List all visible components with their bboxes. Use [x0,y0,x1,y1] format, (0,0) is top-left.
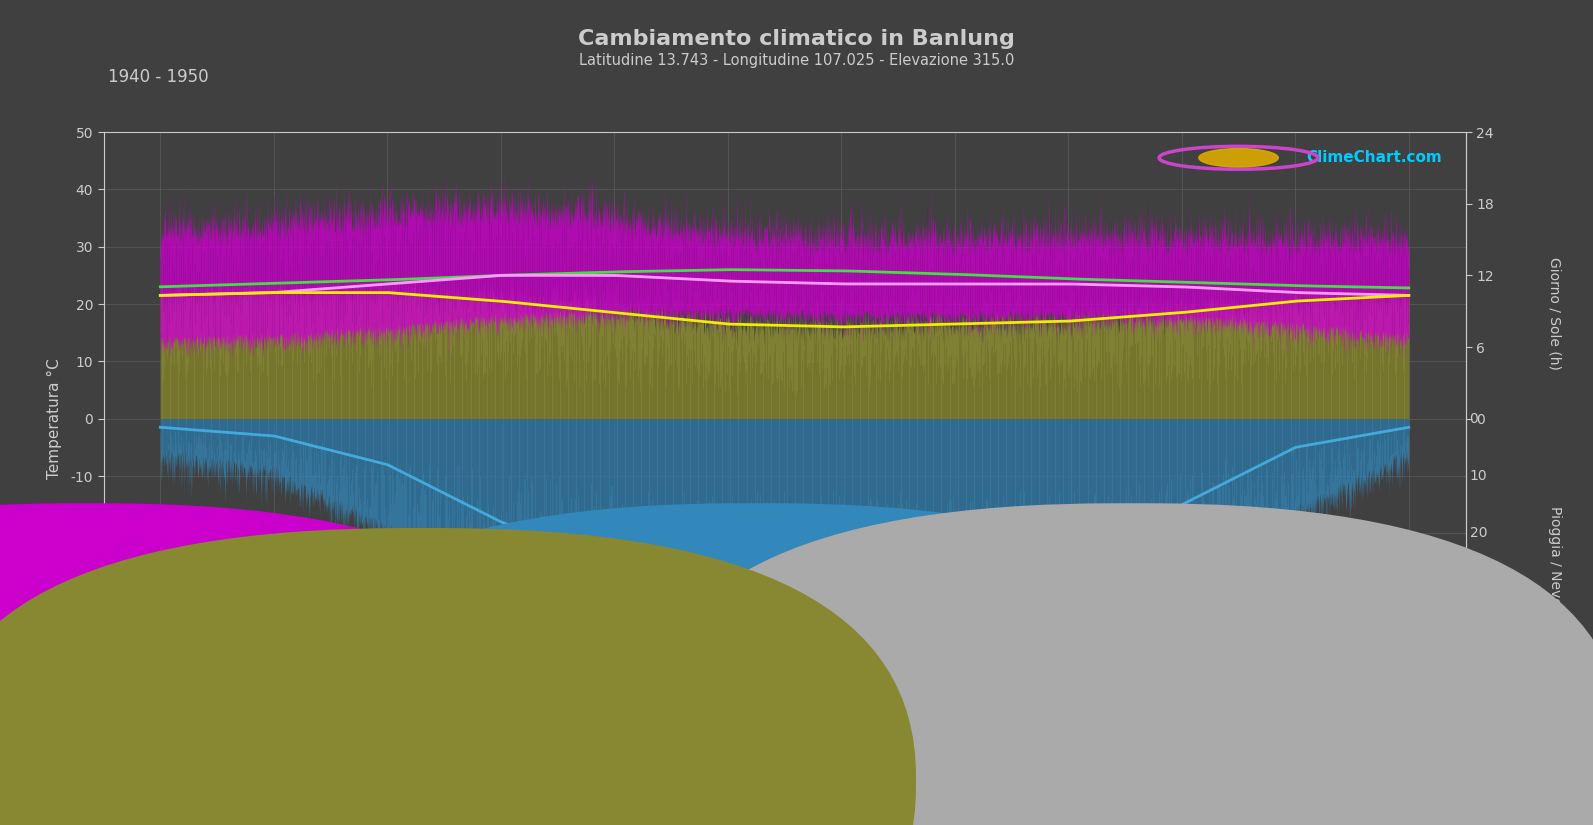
Text: Media mensile: Media mensile [1155,775,1246,788]
Text: 0: 0 [1470,412,1478,426]
Text: 1940 - 1950: 1940 - 1950 [108,68,209,86]
Y-axis label: Temperatura °C: Temperatura °C [48,358,62,479]
Text: 30: 30 [1470,584,1486,597]
Text: 40: 40 [1470,641,1486,655]
Text: ClimeChart.com: ClimeChart.com [279,633,403,647]
Text: Media mensile del sole: Media mensile del sole [446,799,589,813]
Text: Pioggia (mm): Pioggia (mm) [741,730,846,744]
Text: Pioggia per giorno: Pioggia per giorno [781,750,894,763]
Text: Luce del giorno per giorno: Luce del giorno per giorno [446,750,610,763]
Text: Pioggia / Neve (mm): Pioggia / Neve (mm) [1548,507,1561,648]
Text: 20: 20 [1470,526,1486,540]
Ellipse shape [1200,148,1278,167]
Text: 10: 10 [1470,469,1488,483]
Ellipse shape [183,631,252,648]
Text: Cambiamento climatico in Banlung: Cambiamento climatico in Banlung [578,29,1015,49]
Text: Giorno / Sole (h): Giorno / Sole (h) [406,730,534,744]
Text: © ClimeChart.com: © ClimeChart.com [1364,791,1481,804]
Text: Media mensile: Media mensile [112,775,202,788]
Text: Latitudine 13.743 - Longitudine 107.025 - Elevazione 315.0: Latitudine 13.743 - Longitudine 107.025 … [578,53,1015,68]
Text: Neve (mm): Neve (mm) [1115,730,1201,744]
Text: Temperatura °C: Temperatura °C [72,730,194,744]
Text: Giorno / Sole (h): Giorno / Sole (h) [1548,257,1561,370]
Text: Intervallo min / max per giorno: Intervallo min / max per giorno [112,750,306,763]
Text: Media mensile: Media mensile [781,775,871,788]
Text: Neve per giorno: Neve per giorno [1155,750,1255,763]
Text: ClimeChart.com: ClimeChart.com [1306,150,1442,165]
Text: Sole per giorno: Sole per giorno [446,775,542,788]
